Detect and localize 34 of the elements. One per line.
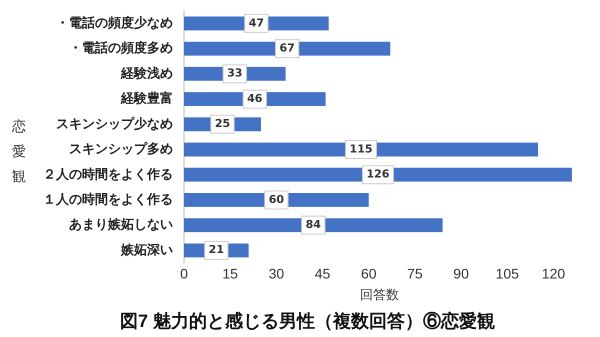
data-label: 47 bbox=[248, 16, 264, 30]
y-tick-label: スキンシップ多め bbox=[69, 141, 173, 156]
bar bbox=[184, 218, 443, 232]
x-tick-label: 120 bbox=[542, 265, 566, 282]
x-tick-label: 75 bbox=[407, 265, 423, 282]
x-tick-label: 45 bbox=[314, 265, 331, 282]
x-tick-label: 30 bbox=[268, 265, 284, 282]
y-tick-label: 経験豊富 bbox=[120, 90, 173, 106]
x-tick-label: 15 bbox=[222, 265, 238, 282]
x-tick-label: 90 bbox=[453, 265, 470, 282]
y-axis-title: 恋愛観 bbox=[12, 118, 27, 187]
data-label: 67 bbox=[279, 41, 295, 54]
x-tick-label: 60 bbox=[360, 265, 377, 282]
x-tick-label: 105 bbox=[496, 265, 520, 282]
y-tick-label: 嫉妬深い bbox=[120, 242, 173, 257]
y-tick-label: ・電話の頻度少なめ bbox=[56, 14, 173, 30]
data-label: 115 bbox=[350, 142, 373, 156]
y-tick-label: １人の時間をよく作る bbox=[43, 192, 173, 207]
y-tick-label: スキンシップ少なめ bbox=[56, 116, 173, 131]
x-tick-label: 0 bbox=[180, 265, 188, 282]
y-tick-label: あまり嫉妬しない bbox=[69, 216, 173, 232]
data-label: 60 bbox=[268, 192, 284, 206]
x-axis-title: 回答数 bbox=[360, 287, 399, 302]
text: 図7 魅力的と感じる男性（複数回答）⑥恋愛観 bbox=[120, 311, 496, 332]
data-label: 33 bbox=[227, 66, 242, 80]
data-label: 21 bbox=[208, 243, 224, 256]
data-label: 84 bbox=[306, 218, 322, 232]
y-tick-label: ２人の時間をよく作る bbox=[43, 166, 173, 182]
data-label: 25 bbox=[214, 117, 230, 130]
data-label: 46 bbox=[247, 92, 263, 105]
y-tick-label: 経験浅め bbox=[120, 65, 173, 80]
bar bbox=[184, 142, 538, 156]
y-tick-label: ・電話の頻度多め bbox=[69, 40, 173, 56]
data-label: 126 bbox=[366, 168, 390, 181]
